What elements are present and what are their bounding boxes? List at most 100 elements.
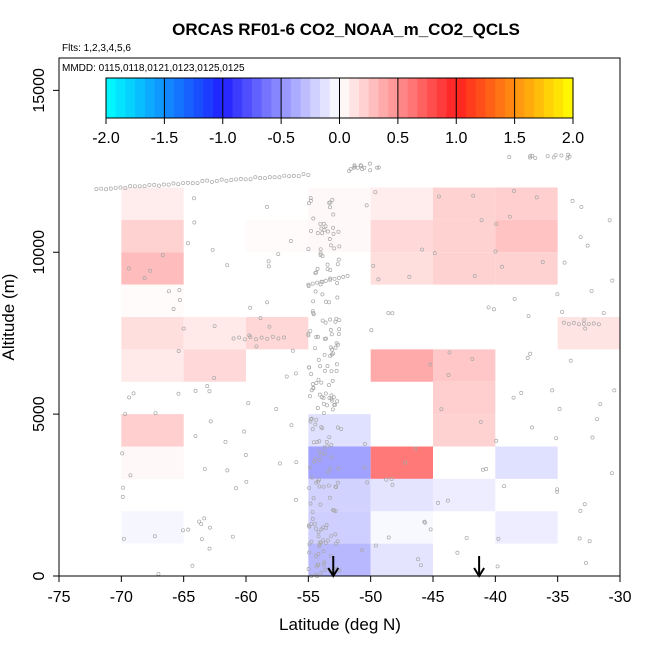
sample-point bbox=[321, 562, 326, 567]
sample-point bbox=[362, 441, 367, 446]
heatmap-cell bbox=[370, 349, 433, 382]
sample-point bbox=[323, 567, 328, 572]
sample-point bbox=[311, 299, 316, 304]
colorbar-swatch bbox=[320, 78, 331, 118]
sample-point bbox=[324, 439, 329, 444]
sample-point bbox=[327, 237, 332, 241]
sample-point bbox=[495, 564, 500, 569]
sample-point bbox=[237, 335, 242, 340]
heatmap-cell bbox=[557, 317, 620, 350]
heatmap-cell bbox=[495, 446, 558, 479]
sample-point bbox=[362, 465, 367, 470]
sample-point bbox=[258, 176, 263, 180]
sample-point bbox=[610, 278, 615, 283]
heatmap-cell bbox=[370, 187, 433, 220]
sample-point bbox=[345, 273, 350, 278]
sample-point bbox=[316, 562, 321, 567]
sample-point bbox=[156, 572, 161, 576]
colorbar-swatch bbox=[456, 78, 467, 118]
sample-point bbox=[325, 403, 329, 408]
sample-point bbox=[323, 278, 328, 283]
sample-point bbox=[309, 539, 314, 544]
sample-point bbox=[428, 527, 433, 532]
sample-point bbox=[334, 485, 339, 489]
heatmap-cell bbox=[246, 317, 309, 350]
sample-point bbox=[210, 179, 214, 184]
sample-point bbox=[491, 307, 496, 312]
heatmap-cell bbox=[308, 543, 371, 576]
sample-point bbox=[319, 452, 324, 457]
heatmap-cell bbox=[495, 219, 558, 253]
sample-point bbox=[166, 182, 171, 187]
heatmap-cell bbox=[121, 349, 184, 382]
sample-point bbox=[315, 280, 320, 285]
sample-point bbox=[418, 563, 423, 568]
sample-point bbox=[306, 331, 311, 336]
sample-point bbox=[230, 534, 235, 539]
sample-point bbox=[328, 553, 333, 558]
heatmap-cell bbox=[308, 478, 371, 512]
sample-point bbox=[325, 262, 330, 267]
sample-point bbox=[312, 521, 317, 526]
colorbar-swatch bbox=[427, 78, 438, 118]
sample-point bbox=[327, 495, 332, 500]
heatmap-cell bbox=[308, 511, 371, 544]
sample-point bbox=[315, 266, 320, 271]
sample-point bbox=[534, 195, 539, 200]
sample-point bbox=[526, 314, 531, 318]
sample-point bbox=[161, 182, 166, 187]
sample-point bbox=[192, 220, 197, 225]
sample-point bbox=[308, 198, 313, 203]
sample-point bbox=[318, 222, 323, 226]
sample-point bbox=[331, 351, 336, 356]
heatmap-cell bbox=[121, 284, 184, 317]
sample-point bbox=[329, 455, 334, 460]
sample-point bbox=[367, 161, 372, 166]
sample-point bbox=[321, 549, 326, 554]
sample-point bbox=[352, 165, 357, 170]
sample-point bbox=[500, 264, 504, 269]
sample-point bbox=[365, 480, 370, 485]
sample-point bbox=[335, 399, 340, 404]
sample-point bbox=[307, 201, 311, 206]
sample-point bbox=[609, 471, 614, 476]
sample-point bbox=[554, 436, 559, 441]
heatmap-cell bbox=[121, 317, 184, 350]
sample-point bbox=[308, 329, 313, 334]
sample-point bbox=[333, 402, 338, 407]
chart-title: ORCAS RF01-6 CO2_NOAA_m_CO2_QCLS bbox=[172, 20, 520, 39]
sample-point bbox=[142, 184, 147, 189]
sample-point bbox=[317, 544, 322, 548]
sample-point bbox=[587, 539, 592, 544]
sample-point bbox=[471, 193, 476, 198]
heatmap-cell bbox=[246, 219, 309, 253]
sample-point bbox=[193, 388, 198, 393]
heatmap-cell bbox=[433, 187, 496, 220]
colorbar-tick-label: 1.5 bbox=[504, 130, 526, 147]
sample-point bbox=[373, 543, 378, 548]
sample-point bbox=[313, 554, 318, 559]
sample-point bbox=[325, 229, 330, 234]
sample-point bbox=[316, 377, 321, 382]
heatmap-cell bbox=[495, 187, 558, 220]
sample-point bbox=[322, 560, 327, 565]
sample-point bbox=[317, 457, 322, 462]
sample-point bbox=[290, 348, 295, 353]
sample-point bbox=[360, 548, 365, 553]
sample-point bbox=[310, 516, 315, 521]
sample-point bbox=[147, 182, 152, 187]
sample-point bbox=[323, 224, 328, 229]
sample-point bbox=[335, 480, 340, 485]
sample-point bbox=[171, 307, 176, 311]
sample-point bbox=[319, 226, 324, 231]
sample-point bbox=[316, 551, 321, 556]
sample-point bbox=[486, 305, 491, 310]
sample-point bbox=[507, 155, 512, 160]
sample-point bbox=[612, 388, 617, 393]
sample-point bbox=[336, 466, 341, 471]
sample-point bbox=[439, 407, 444, 412]
colorbar-swatch bbox=[154, 78, 165, 118]
y-tick-label: 15000 bbox=[31, 68, 48, 113]
colorbar-swatch bbox=[495, 78, 506, 118]
sample-point bbox=[177, 298, 182, 302]
